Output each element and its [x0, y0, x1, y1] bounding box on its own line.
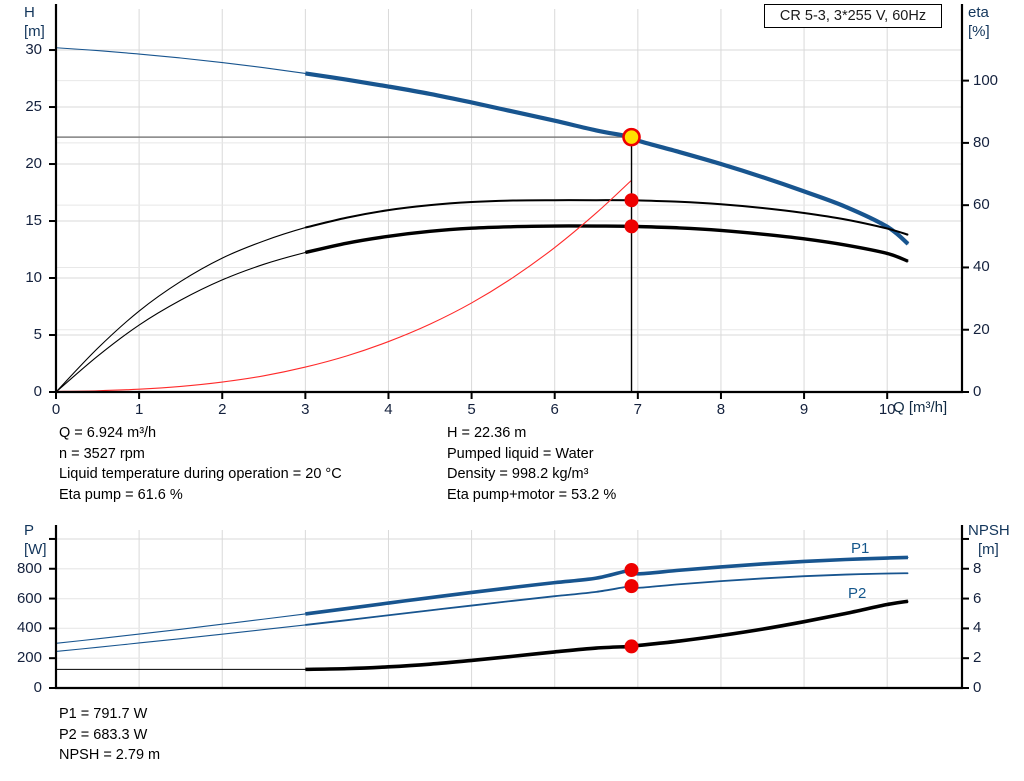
bottom-chart-right-axis-title: NPSH [m] [968, 521, 1010, 559]
bottom-chart-left-axis-title: P [W] [24, 521, 47, 559]
duty-info-left: Q = 6.924 m³/h n = 3527 rpm Liquid tempe… [59, 423, 342, 505]
top-x-tick-label-1: 1 [134, 401, 144, 418]
info-p2: P2 = 683.3 W [59, 726, 148, 743]
npsh-symbol: NPSH [968, 522, 1010, 539]
top-left-tick-label-10: 10 [25, 269, 42, 286]
info-npsh: NPSH = 2.79 m [59, 747, 161, 763]
top-left-tick-label-5: 5 [33, 326, 42, 343]
q-axis-label: Q [m³/h] [893, 399, 948, 416]
pump-model-label: CR 5-3, 3*255 V, 60Hz [779, 8, 927, 24]
top-left-tick-label-0: 0 [33, 383, 42, 400]
top-right-tick-label-100: 100 [973, 71, 999, 89]
duty-marker-eta-2 [624, 219, 639, 234]
info-flow-rate: Q = 6.924 m³/h [59, 425, 157, 441]
top-x-tick-label-8: 8 [716, 401, 726, 418]
eta-symbol: eta [968, 4, 989, 21]
top-right-tick-label-40: 40 [973, 258, 990, 276]
bottom-left-tick-label-400: 400 [16, 619, 42, 637]
info-pumped-liquid: Pumped liquid = Water [447, 445, 594, 462]
info-head: H = 22.36 m [447, 425, 527, 441]
top-x-tick-label-0: 0 [51, 401, 61, 418]
bottom-left-tick-label-600: 600 [16, 589, 42, 607]
h-unit: [m] [24, 23, 45, 40]
top-curve-thin-0 [55, 47, 909, 245]
bottom-right-tick-label-0: 0 [973, 679, 982, 696]
top-right-tick-label-80: 80 [973, 133, 990, 151]
bottom-right-tick-label-8: 8 [973, 559, 982, 577]
info-liquid-temperature: Liquid temperature during operation = 20… [59, 466, 342, 482]
top-x-tick-label-9: 9 [799, 401, 809, 418]
info-speed: n = 3527 rpm [59, 445, 145, 462]
top-curve-thick-2 [304, 224, 909, 263]
top-left-tick-label-15: 15 [25, 212, 42, 230]
series-label-p2: P2 [848, 585, 867, 602]
p-symbol: P [24, 522, 35, 539]
top-chart-left-axis-title: H [m] [24, 3, 45, 41]
top-left-tick-label-20: 20 [25, 155, 42, 173]
top-x-tick-label-6: 6 [550, 401, 559, 418]
top-curve-thick-0 [305, 71, 910, 246]
top-curve-thin-2 [55, 225, 909, 393]
bottom-left-tick-label-0: 0 [33, 679, 42, 696]
npsh-unit: [m] [978, 541, 999, 558]
bottom-curve-thick-2 [305, 599, 909, 672]
top-x-tick-label-5: 5 [467, 401, 476, 418]
top-x-tick-label-4: 4 [384, 401, 393, 418]
duty-point-marker[interactable] [622, 127, 641, 147]
duty-marker-p2 [624, 579, 639, 594]
top-x-tick-label-2: 2 [218, 401, 227, 418]
series-label-p1: P1 [851, 540, 870, 557]
duty-info-right: H = 22.36 m Pumped liquid = Water Densit… [447, 423, 616, 505]
info-eta-pump-motor: Eta pump+motor = 53.2 % [447, 486, 617, 503]
power-info-block: P1 = 791.7 W P2 = 683.3 W NPSH = 2.79 m [59, 704, 160, 766]
top-right-tick-label-20: 20 [973, 320, 990, 338]
bottom-curve-thin-0 [55, 556, 909, 644]
top-chart-right-axis-title: eta [%] [968, 3, 990, 41]
top-curve-thin-3 [55, 179, 633, 392]
duty-marker-npsh [624, 639, 639, 654]
info-eta-pump: Eta pump = 61.6 % [59, 486, 183, 503]
top-right-tick-label-0: 0 [973, 383, 982, 400]
bottom-right-tick-label-6: 6 [973, 589, 982, 607]
bottom-left-tick-label-200: 200 [16, 649, 42, 667]
top-left-tick-label-30: 30 [25, 41, 42, 59]
pump-model-title-box: CR 5-3, 3*255 V, 60Hz [764, 4, 942, 28]
top-left-tick-label-25: 25 [25, 98, 42, 116]
eta-unit: [%] [968, 23, 990, 40]
bottom-right-tick-label-2: 2 [973, 649, 982, 667]
top-right-tick-label-60: 60 [973, 196, 990, 214]
bottom-right-tick-label-4: 4 [973, 619, 982, 637]
info-p1: P1 = 791.7 W [59, 706, 148, 722]
duty-marker-eta-1 [624, 193, 639, 208]
top-x-tick-label-7: 7 [633, 401, 642, 418]
top-x-tick-label-3: 3 [301, 401, 310, 418]
top-x-tick-label-10: 10 [878, 401, 896, 418]
top-chart-x-axis-title: Q [m³/h] [893, 398, 947, 417]
info-density: Density = 998.2 kg/m³ [447, 466, 589, 482]
h-symbol: H [24, 4, 35, 21]
duty-marker-p1 [624, 562, 639, 577]
bottom-curve-thin-1 [55, 572, 909, 653]
p-unit: [W] [24, 541, 47, 558]
bottom-curve-thick-0 [305, 555, 909, 616]
bottom-left-tick-label-800: 800 [16, 559, 42, 577]
